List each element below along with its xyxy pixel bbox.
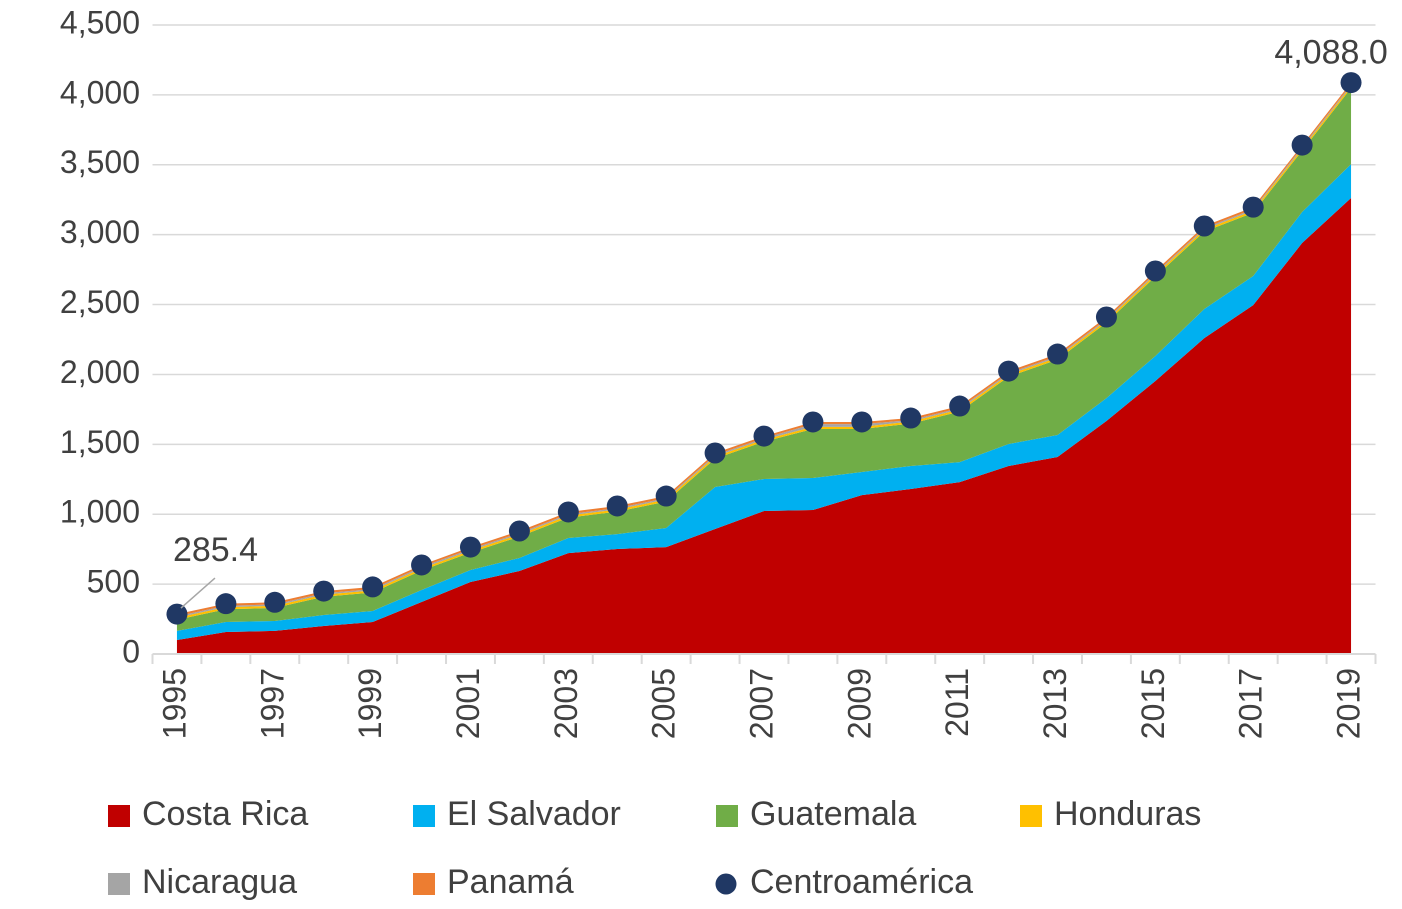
marker: [655, 485, 677, 507]
legend-swatch: [108, 805, 130, 827]
legend-label: Centroamérica: [750, 863, 973, 901]
legend-marker: [715, 873, 737, 895]
legend-label: Nicaragua: [142, 863, 297, 901]
legend-label: Guatemala: [750, 795, 916, 833]
x-tick-label: 2019: [1330, 668, 1366, 739]
x-tick-label: 2007: [743, 668, 779, 739]
area: [176, 198, 1352, 654]
legend-swatch: [1020, 805, 1042, 827]
x-tick-label: 2005: [646, 668, 682, 739]
y-tick-label: 2,000: [60, 354, 140, 390]
marker: [704, 442, 726, 464]
marker: [411, 554, 433, 576]
marker: [1291, 134, 1313, 156]
marker: [508, 520, 530, 542]
marker: [215, 593, 237, 615]
x-tick-label: 1999: [352, 668, 388, 739]
y-tick-label: 0: [122, 633, 140, 669]
y-tick-label: 3,500: [60, 144, 140, 180]
marker: [1095, 306, 1117, 328]
legend-swatch: [413, 873, 435, 895]
legend-swatch: [716, 805, 738, 827]
x-tick-label: 2015: [1135, 668, 1171, 739]
y-tick-label: 2,500: [60, 284, 140, 320]
y-tick-label: 1,000: [60, 494, 140, 530]
x-tick-label: 2009: [841, 668, 877, 739]
legend-label: El Salvador: [447, 795, 621, 833]
marker: [949, 395, 971, 417]
marker: [900, 407, 922, 429]
marker: [1193, 215, 1215, 237]
marker: [264, 591, 286, 613]
marker: [313, 580, 335, 602]
x-tick-label: 2011: [939, 668, 975, 737]
marker: [753, 425, 775, 447]
legend-label: Honduras: [1054, 795, 1201, 833]
area: [176, 88, 1352, 631]
y-tick-label: 500: [87, 564, 140, 600]
legend-label: Costa Rica: [142, 795, 308, 833]
marker: [1242, 196, 1264, 218]
marker: [998, 360, 1020, 382]
marker: [802, 411, 824, 433]
marker: [557, 501, 579, 523]
x-tick-label: 2001: [450, 668, 486, 739]
marker: [1144, 260, 1166, 282]
leader-line: [180, 577, 216, 609]
data-label: 285.4: [173, 531, 258, 569]
marker: [459, 536, 481, 558]
legend-swatch: [413, 805, 435, 827]
marker: [606, 495, 628, 517]
y-tick-label: 4,000: [60, 74, 140, 110]
y-tick-label: 3,000: [60, 214, 140, 250]
legend-label: Panamá: [447, 863, 574, 901]
x-tick-label: 2013: [1037, 668, 1073, 739]
x-tick-label: 1997: [254, 668, 290, 739]
y-tick-label: 4,500: [60, 4, 140, 40]
x-tick-label: 2017: [1233, 668, 1269, 739]
x-tick-label: 1995: [156, 668, 192, 739]
marker: [1047, 343, 1069, 365]
x-tick-label: 2003: [548, 668, 584, 739]
marker: [362, 576, 384, 598]
data-label: 4,088.0: [1274, 34, 1387, 72]
marker: [166, 603, 188, 625]
legend-swatch: [108, 873, 130, 895]
area: [176, 164, 1352, 641]
marker: [851, 411, 873, 433]
marker: [1340, 72, 1362, 94]
y-tick-label: 1,500: [60, 424, 140, 460]
